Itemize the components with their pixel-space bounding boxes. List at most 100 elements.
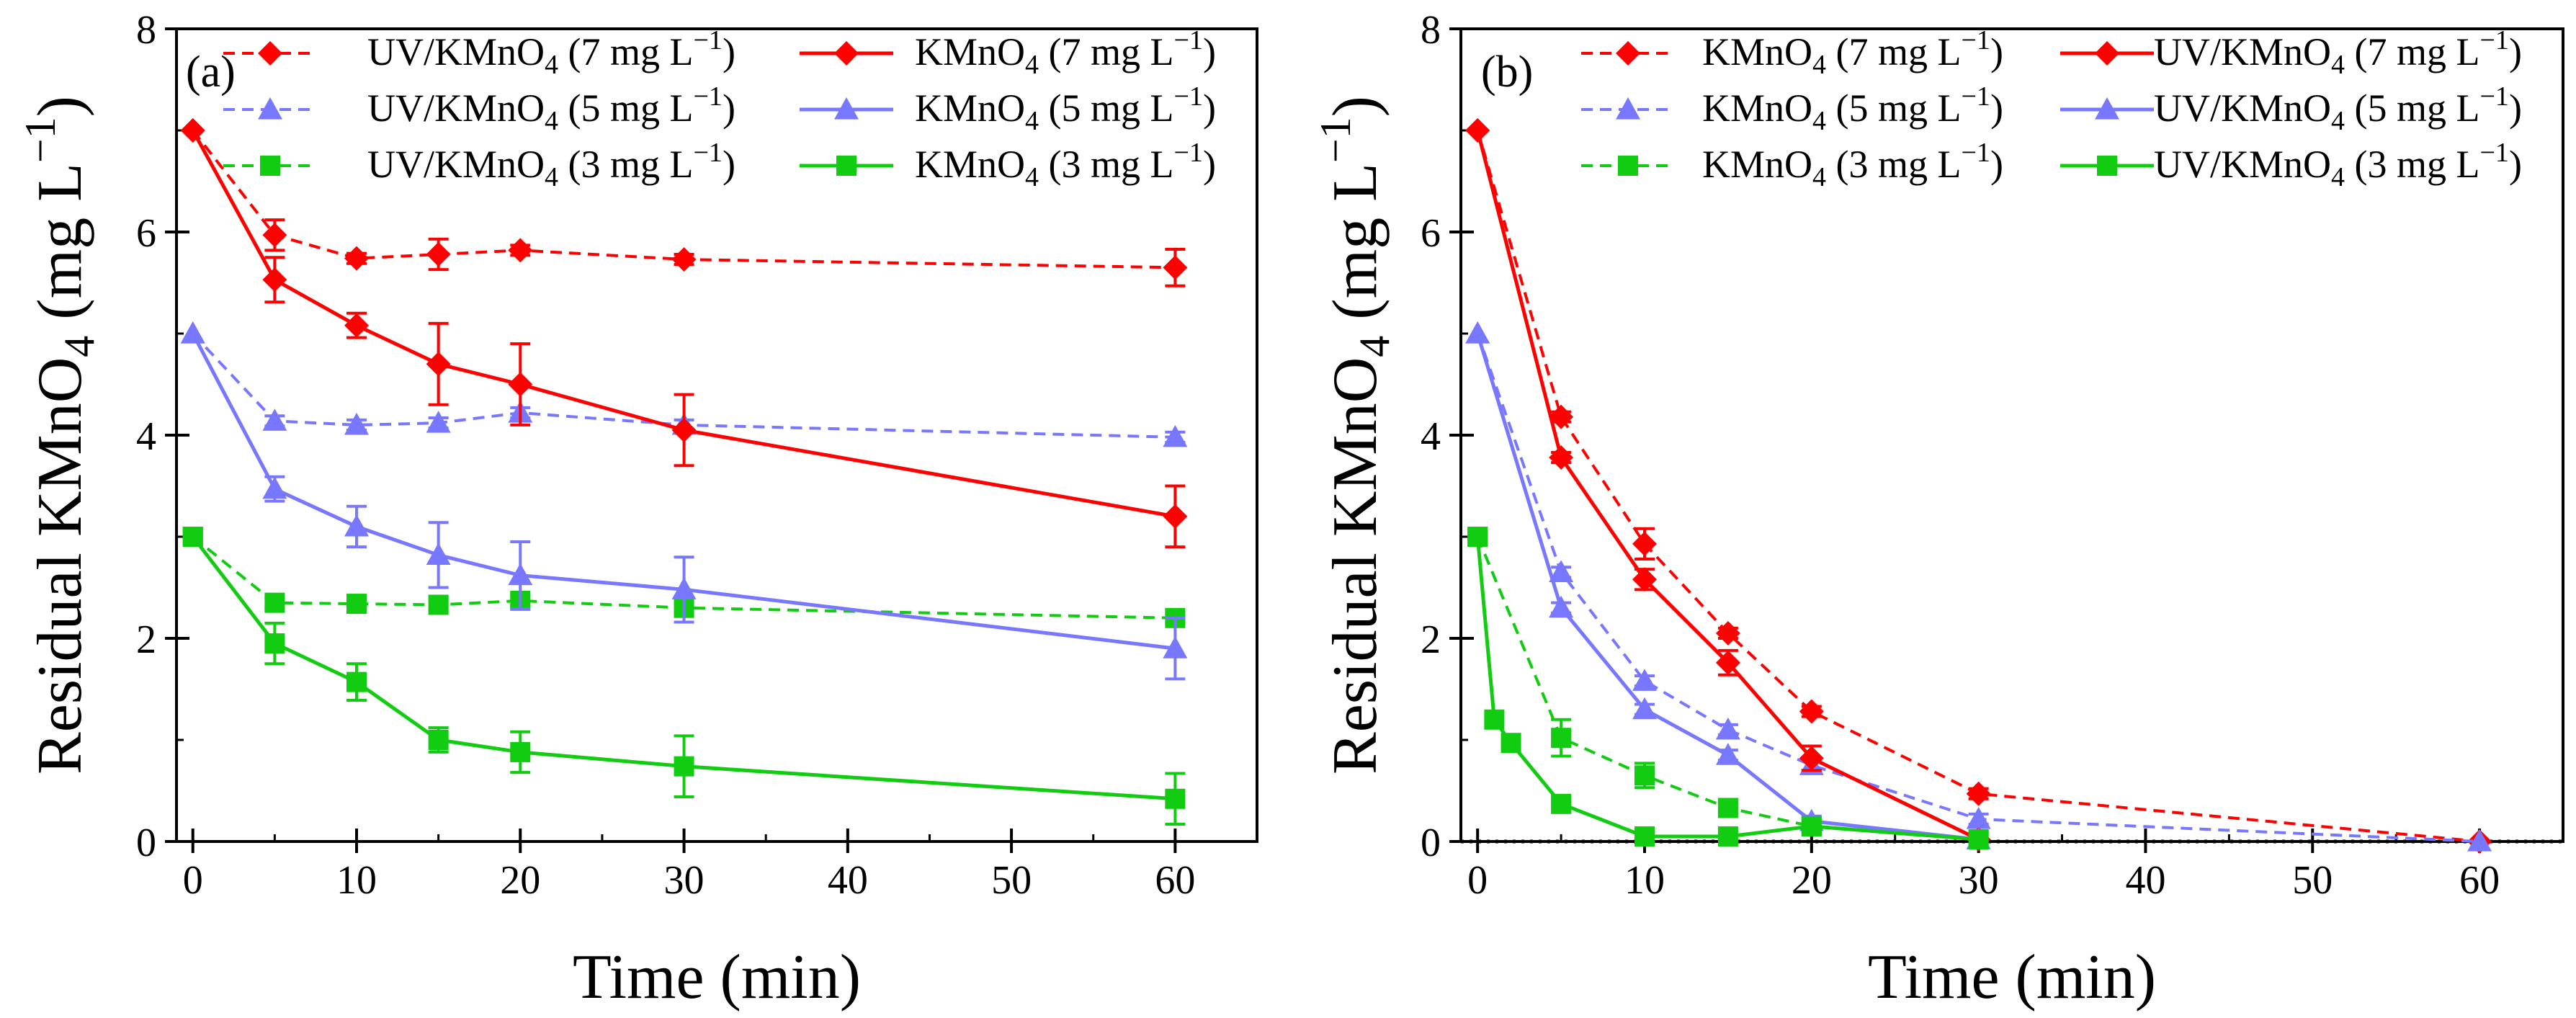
y-tick-label: 8 — [136, 8, 156, 53]
x-tick-label: 30 — [1959, 858, 1999, 903]
x-axis-label: Time (min) — [1868, 942, 2156, 1012]
y-tick-label: 4 — [136, 414, 156, 459]
series-red-diamond-solid — [180, 118, 1188, 549]
series-line — [1476, 333, 2480, 843]
data-point — [2467, 829, 2492, 852]
legend-label: UV/KMnO4 (7 mg L−1) — [367, 25, 735, 80]
legend-swatch-marker — [1618, 156, 1638, 176]
data-point — [428, 730, 449, 750]
x-tick-label: 20 — [500, 858, 540, 903]
data-point — [264, 592, 285, 613]
legend-entry: UV/KMnO4 (7 mg L−1) — [2060, 25, 2522, 80]
legend-entry: UV/KMnO4 (5 mg L−1) — [2060, 81, 2522, 136]
data-point — [1634, 826, 1655, 847]
legend-label: KMnO4 (7 mg L−1) — [1702, 25, 2003, 80]
y-tick-label: 4 — [1421, 414, 1441, 459]
legend-entry: KMnO4 (3 mg L−1) — [1581, 138, 2003, 192]
legend-swatch-marker — [2095, 97, 2119, 120]
data-point — [1465, 321, 1490, 344]
legend-swatch-marker — [258, 97, 282, 120]
legend-label: UV/KMnO4 (5 mg L−1) — [2154, 81, 2522, 136]
panel-b: 0 10 20 30 40 50 60 0 2 4 6 8 Time (min) Residual KMn… — [1312, 8, 2564, 1012]
data-point — [508, 238, 533, 263]
data-point — [1163, 504, 1188, 529]
legend-entry: KMnO4 (5 mg L−1) — [1581, 81, 2003, 136]
legend-entry: UV/KMnO4 (5 mg L−1) — [223, 81, 735, 136]
y-axis-label: Residual KMnO4 (mg L−1) — [17, 96, 103, 774]
data-point — [1549, 445, 1574, 470]
series-red-diamond-solid — [1465, 118, 1991, 852]
legend-entry: KMnO4 (7 mg L−1) — [800, 25, 1216, 80]
x-tick-label: 20 — [1792, 858, 1832, 903]
data-point — [180, 118, 205, 143]
legend-entry: KMnO4 (5 mg L−1) — [800, 81, 1216, 136]
legend-swatch-marker — [834, 97, 859, 120]
legend-swatch-marker — [260, 156, 280, 176]
data-point — [1163, 636, 1188, 658]
y-tick-label: 6 — [136, 211, 156, 256]
x-tick-label: 30 — [664, 858, 705, 903]
data-point — [346, 594, 367, 615]
series-green-square-solid — [1467, 527, 1989, 850]
legend-label: KMnO4 (7 mg L−1) — [915, 25, 1216, 80]
x-tick-label: 0 — [183, 858, 203, 903]
legend-label: KMnO4 (3 mg L−1) — [915, 138, 1216, 192]
data-point — [344, 246, 369, 271]
data-point — [1715, 717, 1740, 740]
data-point — [262, 476, 287, 499]
data-point — [344, 412, 369, 435]
legend-label: KMnO4 (5 mg L−1) — [915, 81, 1216, 136]
data-point — [1163, 255, 1188, 280]
data-point — [510, 741, 531, 762]
data-point — [1549, 595, 1574, 618]
legend-entry: KMnO4 (3 mg L−1) — [800, 138, 1216, 192]
y-tick-label: 8 — [1421, 8, 1441, 53]
y-tick-label: 6 — [1421, 211, 1441, 256]
legend-swatch-marker — [2097, 156, 2117, 176]
data-point — [1715, 650, 1740, 675]
data-point — [508, 563, 533, 586]
legend-entry: KMnO4 (7 mg L−1) — [1581, 25, 2003, 80]
x-tick-label: 0 — [1467, 858, 1488, 903]
legend-label: UV/KMnO4 (3 mg L−1) — [2154, 138, 2522, 192]
series-line — [1475, 130, 1980, 841]
legend-label: KMnO4 (3 mg L−1) — [1702, 138, 2003, 192]
data-point — [1465, 118, 1490, 143]
y-tick-label: 0 — [1421, 821, 1441, 865]
series-green-square-solid — [182, 527, 1186, 826]
data-point — [1163, 424, 1188, 447]
data-point — [426, 543, 451, 565]
data-point — [1715, 620, 1740, 646]
data-point — [344, 313, 369, 338]
x-axis-label: Time (min) — [573, 942, 861, 1012]
data-point — [426, 352, 451, 377]
data-point — [671, 417, 697, 442]
series-line — [1475, 333, 1979, 841]
x-tick-label: 40 — [2125, 858, 2165, 903]
legend-swatch-marker — [258, 41, 282, 66]
legend-entry: UV/KMnO4 (3 mg L−1) — [223, 138, 735, 192]
series-blue-triangle-solid — [1465, 321, 1991, 849]
data-point — [1632, 669, 1657, 691]
legend-label: UV/KMnO4 (7 mg L−1) — [2154, 25, 2522, 80]
data-point — [1632, 567, 1657, 592]
data-point — [264, 633, 285, 654]
legend-entry: UV/KMnO4 (3 mg L−1) — [2060, 138, 2522, 192]
data-point — [344, 514, 369, 537]
legend-swatch-marker — [1616, 97, 1640, 120]
legend-label: KMnO4 (5 mg L−1) — [1702, 81, 2003, 136]
series-red-diamond-dashed — [180, 118, 1188, 287]
data-point — [1484, 709, 1505, 730]
legend-swatch-marker — [834, 41, 859, 66]
x-tick-label: 10 — [336, 858, 377, 903]
legend-swatch-marker — [2095, 41, 2119, 66]
data-point — [1966, 781, 1991, 806]
data-point — [262, 408, 287, 431]
data-point — [1801, 816, 1822, 836]
data-point — [428, 594, 449, 615]
data-point — [180, 321, 205, 344]
data-point — [1551, 793, 1572, 814]
panel-label: (a) — [186, 48, 236, 97]
legend-label: UV/KMnO4 (5 mg L−1) — [367, 81, 735, 136]
